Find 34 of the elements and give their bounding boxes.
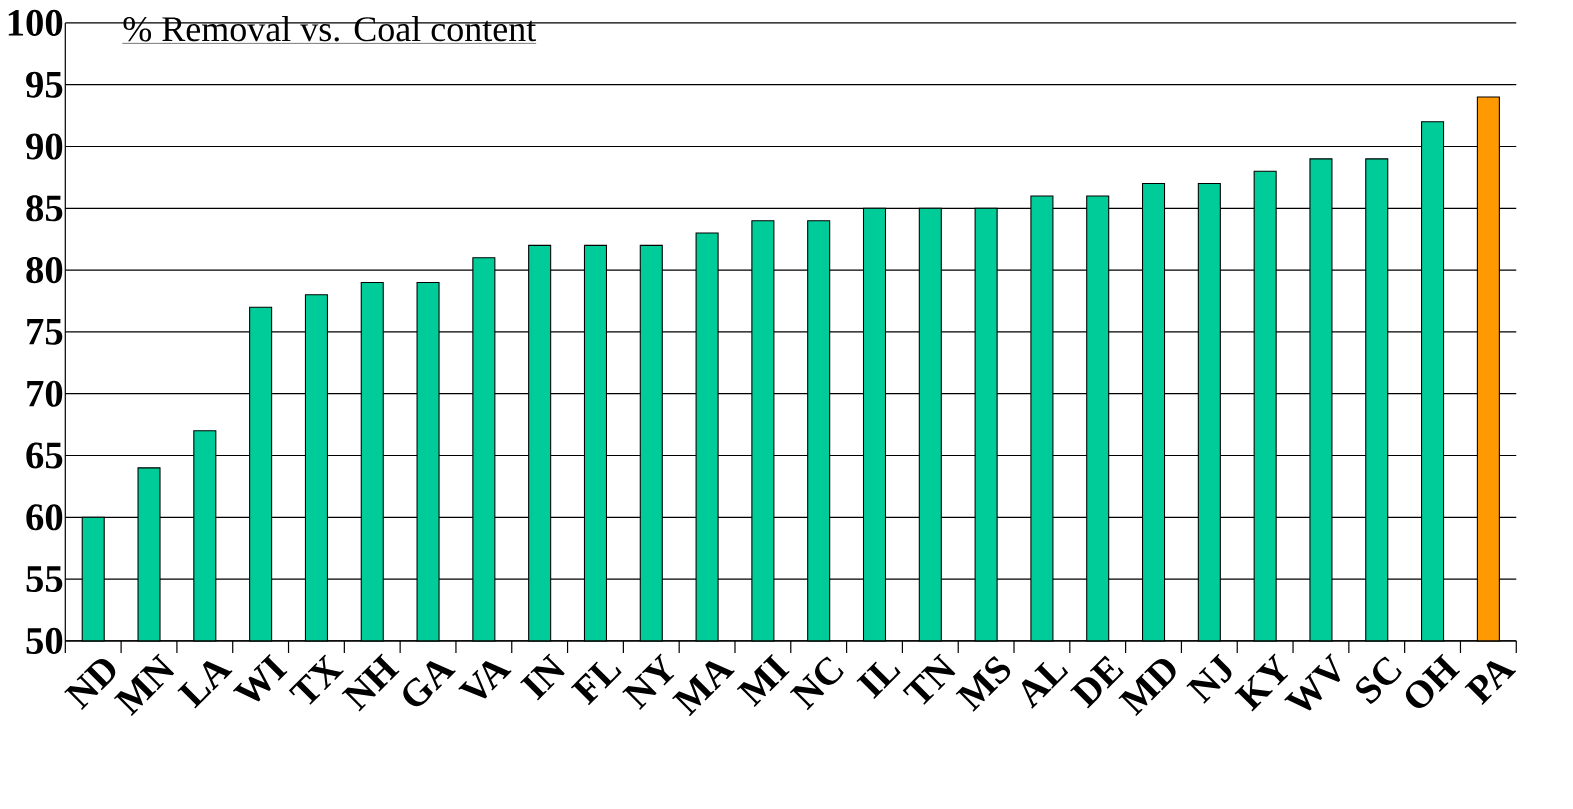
x-tick-label: GA xyxy=(403,661,456,707)
x-tick-label: MS xyxy=(955,656,1011,712)
y-tick-label: 85 xyxy=(26,195,63,222)
x-tick-label: ND xyxy=(64,658,116,710)
x-tick-label: NJ xyxy=(1186,653,1232,704)
x-tick-label: MA xyxy=(672,660,735,717)
x-tick-label: OH xyxy=(1405,653,1461,708)
y-tick-label: 100 xyxy=(8,9,63,36)
y-tick-label: 95 xyxy=(26,71,63,98)
y-tick-label: 50 xyxy=(26,627,63,654)
x-tick-label: FL xyxy=(570,661,622,706)
x-tick-label: PA xyxy=(1464,660,1517,705)
y-tick-label: 60 xyxy=(26,504,63,531)
x-tick-label: MI xyxy=(736,653,790,707)
x-tick-label: NH xyxy=(341,653,400,712)
y-tick-label: 55 xyxy=(26,566,63,592)
x-tick-label: SC xyxy=(1356,656,1402,704)
x-tick-label: NC xyxy=(789,656,844,711)
y-tick-label: 75 xyxy=(27,319,63,345)
x-tick-label: IL xyxy=(856,661,901,699)
y-tick-label: 90 xyxy=(26,133,63,160)
x-tick-label: AL xyxy=(1021,661,1069,709)
x-tick-label: TX xyxy=(288,654,344,705)
x-tick-label: LA xyxy=(177,660,233,709)
x-tick-label: NY xyxy=(622,653,675,710)
x-tick-label: TN xyxy=(902,653,956,705)
x-tick-label: MN xyxy=(113,653,175,717)
x-tick-label: WI xyxy=(232,653,288,702)
y-tick-label: 70 xyxy=(27,380,63,407)
y-tick-label: 65 xyxy=(26,442,63,469)
x-tick-label: IN xyxy=(520,653,565,701)
chart-title: % Removal vs. Coal content xyxy=(123,16,537,42)
x-tick-label: VA xyxy=(458,660,512,699)
y-tick-label: 80 xyxy=(26,257,63,284)
